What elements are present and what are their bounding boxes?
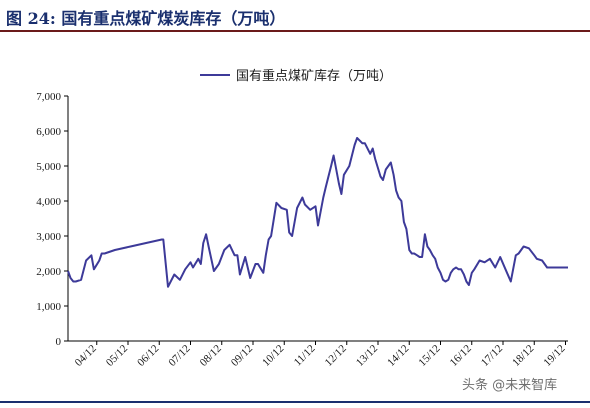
x-tick-label: 13/12 — [354, 343, 380, 369]
legend: 国有重点煤矿库存（万吨） — [200, 68, 392, 84]
x-tick-label: 15/12 — [416, 343, 442, 369]
y-tick-label: 7,000 — [36, 91, 61, 103]
x-tick-label: 16/12 — [448, 343, 474, 369]
x-tick-label: 17/12 — [479, 343, 505, 369]
x-axis: 04/12 05/12 06/12 07/12 08/12 09/12 10/12 11/12… — [68, 340, 568, 369]
x-tick-label: 11/12 — [292, 343, 318, 369]
x-tick-label: 07/12 — [166, 343, 192, 369]
y-tick-label: 2,000 — [36, 266, 61, 278]
title-rule — [0, 30, 590, 32]
x-tick-label: 09/12 — [229, 343, 255, 369]
series-line — [67, 137, 568, 288]
y-tick-label: 5,000 — [36, 161, 61, 173]
x-tick-label: 04/12 — [73, 343, 99, 369]
x-tick-label: 05/12 — [104, 343, 130, 369]
y-tick-label: 6,000 — [36, 126, 61, 138]
y-tick-label: 3,000 — [36, 231, 61, 243]
x-tick-label: 08/12 — [198, 343, 224, 369]
x-tick-label: 18/12 — [510, 343, 536, 369]
x-tick-label: 10/12 — [260, 343, 286, 369]
y-axis: 0 1,000 2,000 3,000 4,000 5,000 6,000 7,000 — [36, 91, 69, 348]
x-tick-label: 06/12 — [135, 343, 161, 369]
y-tick-label: 0 — [56, 336, 62, 348]
watermark: 头条 @未来智库 — [462, 378, 558, 393]
y-tick-label: 1,000 — [36, 301, 61, 313]
x-tick-label: 14/12 — [385, 343, 411, 369]
y-tick-label: 4,000 — [36, 196, 61, 208]
legend-label: 国有重点煤矿库存（万吨） — [236, 68, 392, 84]
plot-area — [67, 137, 568, 288]
x-tick-label: 12/12 — [323, 343, 349, 369]
x-tick-label: 19/12 — [541, 343, 567, 369]
figure-title: 图 24: 国有重点煤矿煤炭库存（万吨） — [6, 9, 286, 28]
bottom-rule — [0, 401, 590, 403]
